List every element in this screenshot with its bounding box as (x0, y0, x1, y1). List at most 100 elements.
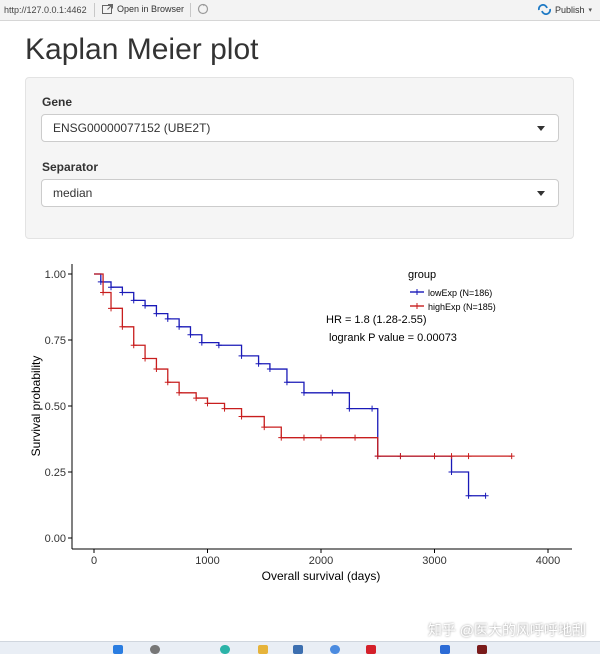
censor-mark (482, 492, 489, 499)
x-tick-label: 2000 (309, 555, 333, 567)
censor-mark (119, 289, 126, 296)
censor-mark (130, 297, 137, 304)
censor-mark (374, 453, 381, 460)
publish-label: Publish (554, 4, 585, 15)
separator-label: Separator (42, 160, 99, 174)
legend: group lowExp (N=186) highExp (N=185) (408, 269, 496, 312)
censor-mark (108, 305, 115, 312)
taskbar (0, 641, 600, 654)
open-in-browser-button[interactable]: Open in Browser (102, 4, 184, 14)
page-title: Kaplan Meier plot (25, 33, 259, 66)
censor-mark (119, 323, 126, 330)
censor-mark (238, 413, 245, 420)
open-in-browser-label: Open in Browser (117, 4, 185, 14)
censor-mark (300, 389, 307, 396)
folder-icon[interactable] (258, 645, 268, 654)
toolbar-divider (190, 3, 191, 17)
plot-curves (94, 273, 515, 499)
legend-title: group (408, 269, 436, 281)
gene-select[interactable]: ENSG00000077152 (UBE2T) (41, 114, 559, 142)
censor-mark (153, 366, 160, 373)
censor-mark (198, 339, 205, 346)
censor-mark (221, 405, 228, 412)
publish-button[interactable]: Publish ▾ (537, 4, 592, 15)
censor-mark (238, 352, 245, 359)
legend-marker (414, 303, 420, 309)
censor-mark (142, 302, 149, 309)
censor-mark (164, 315, 171, 322)
chevron-down-icon (537, 126, 545, 131)
chevron-down-icon (537, 191, 545, 196)
km-curve-low (94, 273, 486, 497)
censor-mark (278, 434, 285, 441)
y-tick-label: 0.75 (45, 335, 66, 347)
censor-mark (465, 453, 472, 460)
hr-annotation: HR = 1.8 (1.28-2.55) (326, 314, 427, 326)
publish-icon (537, 4, 551, 15)
separator-select-value: median (53, 186, 93, 200)
external-window-icon (102, 4, 113, 14)
gene-select-value: ENSG00000077152 (UBE2T) (53, 121, 211, 135)
legend-marker (414, 289, 420, 295)
x-tick-label: 3000 (422, 555, 446, 567)
x-tick-label: 0 (91, 555, 97, 567)
app-icon[interactable] (477, 645, 487, 654)
censor-mark (261, 424, 268, 431)
edge-icon[interactable] (220, 645, 230, 654)
censor-mark (318, 434, 324, 441)
censor-mark (153, 310, 160, 317)
censor-mark (329, 389, 336, 396)
censor-mark (346, 405, 353, 412)
censor-mark (448, 453, 455, 460)
censor-mark (431, 453, 438, 460)
censor-mark (397, 453, 404, 460)
refresh-icon[interactable] (197, 3, 209, 15)
x-axis-label: Overall survival (days) (262, 569, 381, 583)
plot-axes: 0.00 0.25 0.50 0.75 1.00 0 1000 2000 3000 4000 (45, 264, 572, 567)
watermark: 知乎 @医大的风呼呼地刮 (427, 622, 586, 638)
censor-mark (176, 389, 183, 396)
app-icon[interactable] (440, 645, 450, 654)
app-icon[interactable] (330, 645, 340, 654)
censor-mark (130, 342, 137, 349)
censor-mark (187, 331, 194, 338)
x-tick-label: 4000 (536, 555, 560, 567)
censor-mark (255, 360, 262, 367)
censor-mark (215, 342, 222, 349)
censor-mark (300, 434, 307, 441)
legend-label: highExp (N=185) (428, 302, 496, 312)
censor-mark (508, 453, 515, 460)
y-axis-label: Survival probability (29, 356, 43, 457)
censor-mark (142, 355, 149, 362)
start-icon[interactable] (113, 645, 123, 654)
y-tick-label: 0.00 (45, 533, 66, 545)
y-tick-label: 0.50 (45, 401, 66, 413)
separator-select[interactable]: median (41, 179, 559, 207)
censor-mark (448, 469, 455, 475)
controls-panel: Gene ENSG00000077152 (UBE2T) Separator m… (25, 77, 574, 239)
km-curve-high (94, 273, 512, 457)
censor-mark (266, 366, 273, 373)
legend-label: lowExp (N=186) (428, 288, 492, 298)
censor-mark (176, 323, 183, 330)
browser-toolbar: http://127.0.0.1:4462 Open in Browser Pu… (0, 0, 600, 21)
censor-mark (465, 492, 472, 499)
x-tick-label: 1000 (195, 555, 219, 567)
censor-mark (108, 284, 115, 291)
address-url[interactable]: http://127.0.0.1:4462 (4, 5, 87, 15)
app-icon[interactable] (293, 645, 303, 654)
censor-mark (193, 395, 200, 402)
censor-mark (164, 379, 171, 386)
censor-mark (283, 379, 290, 386)
censor-mark (352, 434, 359, 441)
toolbar-divider (94, 3, 95, 17)
logrank-annotation: logrank P value = 0.00073 (329, 332, 457, 344)
censor-mark (204, 400, 211, 407)
search-icon[interactable] (150, 645, 160, 654)
censor-mark (100, 289, 107, 296)
gene-label: Gene (42, 95, 73, 109)
km-plot: 0.00 0.25 0.50 0.75 1.00 0 1000 2000 3000 4000 gr… (29, 264, 572, 583)
app-icon[interactable] (366, 645, 376, 654)
censor-mark (369, 405, 376, 412)
chevron-down-icon[interactable]: ▾ (588, 6, 592, 14)
